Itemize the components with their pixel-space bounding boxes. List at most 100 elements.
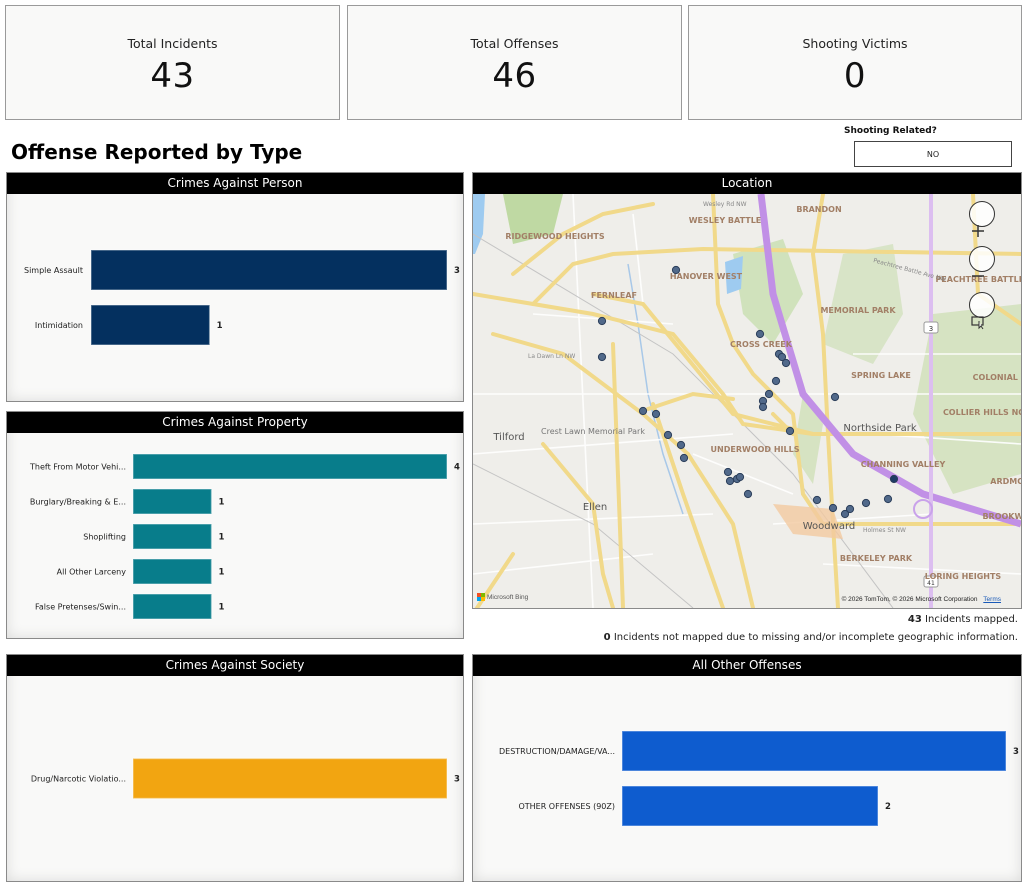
interchange [913, 499, 933, 519]
incidents-unmapped-text: 0 Incidents not mapped due to missing an… [604, 632, 1018, 643]
incident-point[interactable] [781, 358, 791, 368]
incident-point[interactable] [764, 389, 774, 399]
place-label: Ellen [583, 502, 607, 513]
zoom-in-button[interactable] [969, 201, 995, 237]
incident-point[interactable] [651, 409, 661, 419]
highway-75 [757, 194, 1021, 528]
bar-data-label: 1 [219, 498, 225, 508]
incident-point[interactable] [638, 406, 648, 416]
incident-point[interactable] [597, 352, 607, 362]
page-title: Offense Reported by Type [11, 140, 303, 164]
place-label: SPRING LAKE [851, 371, 911, 380]
incident-point[interactable] [671, 265, 681, 275]
bar[interactable] [132, 523, 213, 550]
incident-point[interactable] [679, 453, 689, 463]
card-label: Shooting Victims [802, 36, 908, 51]
place-label: Northside Park [843, 423, 916, 434]
incident-point[interactable] [840, 509, 850, 519]
route-shield-3: 3 [923, 321, 939, 334]
microsoft-logo-icon [477, 593, 485, 601]
bar-category-label: Theft From Motor Vehi... [29, 463, 126, 472]
bar-category-label: False Pretenses/Swin... [35, 603, 126, 612]
river [473, 194, 485, 254]
incident-point[interactable] [889, 474, 899, 484]
total-offenses-card: Total Offenses 46 [347, 5, 682, 120]
incident-point[interactable] [861, 498, 871, 508]
map-copyright: © 2026 TomTom, © 2026 Microsoft Corporat… [841, 596, 978, 603]
incident-point[interactable] [777, 352, 787, 362]
road-label: Wesley Rd NW [703, 201, 747, 208]
incident-point[interactable] [771, 376, 781, 386]
panel-title: Crimes Against Society [7, 655, 463, 676]
map-credit: © 2026 TomTom, © 2026 Microsoft Corporat… [842, 596, 1001, 603]
all-other-offenses-chart: DESTRUCTION/DAMAGE/VA... 3 OTHER OFFENSES … [499, 730, 1019, 827]
incident-point[interactable] [755, 329, 765, 339]
bar[interactable] [621, 785, 879, 827]
bar[interactable] [132, 453, 448, 480]
bar-data-label: 4 [454, 463, 460, 473]
crimes-against-person-panel: Crimes Against Person Simple Assault 3 Int… [6, 172, 464, 402]
bar-category-label: All Other Larceny [57, 568, 127, 577]
shooting-victims-card: Shooting Victims 0 [688, 5, 1022, 120]
terms-link[interactable]: Terms [983, 596, 1001, 603]
incident-point[interactable] [735, 472, 745, 482]
incident-point[interactable] [830, 392, 840, 402]
incident-point[interactable] [597, 316, 607, 326]
place-label: Crest Lawn Memorial Park [541, 427, 645, 436]
crimes-against-person-chart: Simple Assault 3 Intimidation 1 [24, 249, 460, 346]
place-label: PEACHTREE BATTLE ALLIANCE [935, 275, 1021, 284]
bar[interactable] [132, 593, 213, 620]
place-label: Tilford [492, 432, 524, 443]
card-value: 0 [843, 56, 867, 96]
svg-text:3: 3 [929, 325, 933, 333]
panel-title: Crimes Against Property [7, 412, 463, 433]
incident-point[interactable] [663, 430, 673, 440]
bar[interactable] [90, 304, 211, 346]
park-area [913, 304, 1021, 494]
shooting-related-slicer[interactable]: NO [854, 141, 1012, 167]
incident-point[interactable] [845, 504, 855, 514]
park-name: Crest Lawn Memorial Park [541, 427, 645, 436]
bar-data-label: 3 [454, 775, 460, 785]
panel-title: Location [473, 173, 1021, 194]
bar[interactable] [132, 488, 213, 515]
bar-data-label: 1 [219, 568, 225, 578]
place-label: LORING HEIGHTS [925, 572, 1002, 581]
incident-point[interactable] [743, 489, 753, 499]
incident-point[interactable] [758, 402, 768, 412]
map-canvas[interactable]: 3 41 RIDGEWOOD HEIGHTS WESLEY BATTLE BRA… [473, 194, 1021, 608]
place-label: UNDERWOOD HILLS [711, 445, 800, 454]
incident-point[interactable] [725, 476, 735, 486]
incident-point[interactable] [812, 495, 822, 505]
bar[interactable] [90, 249, 448, 291]
bar-category-label: Intimidation [35, 321, 83, 330]
mapped-count: 43 [907, 614, 922, 625]
incident-points [597, 265, 899, 519]
incident-point[interactable] [723, 467, 733, 477]
zoom-out-button[interactable] [969, 246, 995, 277]
crimes-against-property-chart: Theft From Motor Vehi... 4 Burglary/Breaki… [29, 453, 460, 620]
park-area [503, 194, 563, 244]
select-area-button[interactable] [969, 292, 995, 330]
bar[interactable] [132, 558, 213, 585]
bar[interactable] [132, 757, 448, 800]
incident-point[interactable] [785, 426, 795, 436]
lake [725, 256, 743, 294]
minus-icon [972, 275, 984, 277]
place-label: FERNLEAF [591, 291, 637, 300]
place-labels: RIDGEWOOD HEIGHTS WESLEY BATTLE BRANDON … [505, 205, 1021, 581]
incident-point[interactable] [883, 494, 893, 504]
place-label: CHANNING VALLEY [861, 460, 946, 469]
place-label: WESLEY BATTLE [689, 216, 762, 225]
incident-point[interactable] [828, 503, 838, 513]
road-label: Holmes St NW [863, 527, 906, 534]
bar-data-label: 1 [217, 321, 223, 331]
plus-icon [972, 225, 984, 237]
total-incidents-card: Total Incidents 43 [5, 5, 340, 120]
crimes-against-society-chart: Drug/Narcotic Violatio... 3 [31, 757, 460, 800]
bar[interactable] [621, 730, 1007, 772]
card-label: Total Incidents [127, 36, 218, 51]
place-label: BRANDON [796, 205, 841, 214]
incident-point[interactable] [676, 440, 686, 450]
location-map-panel: Location [472, 172, 1022, 609]
